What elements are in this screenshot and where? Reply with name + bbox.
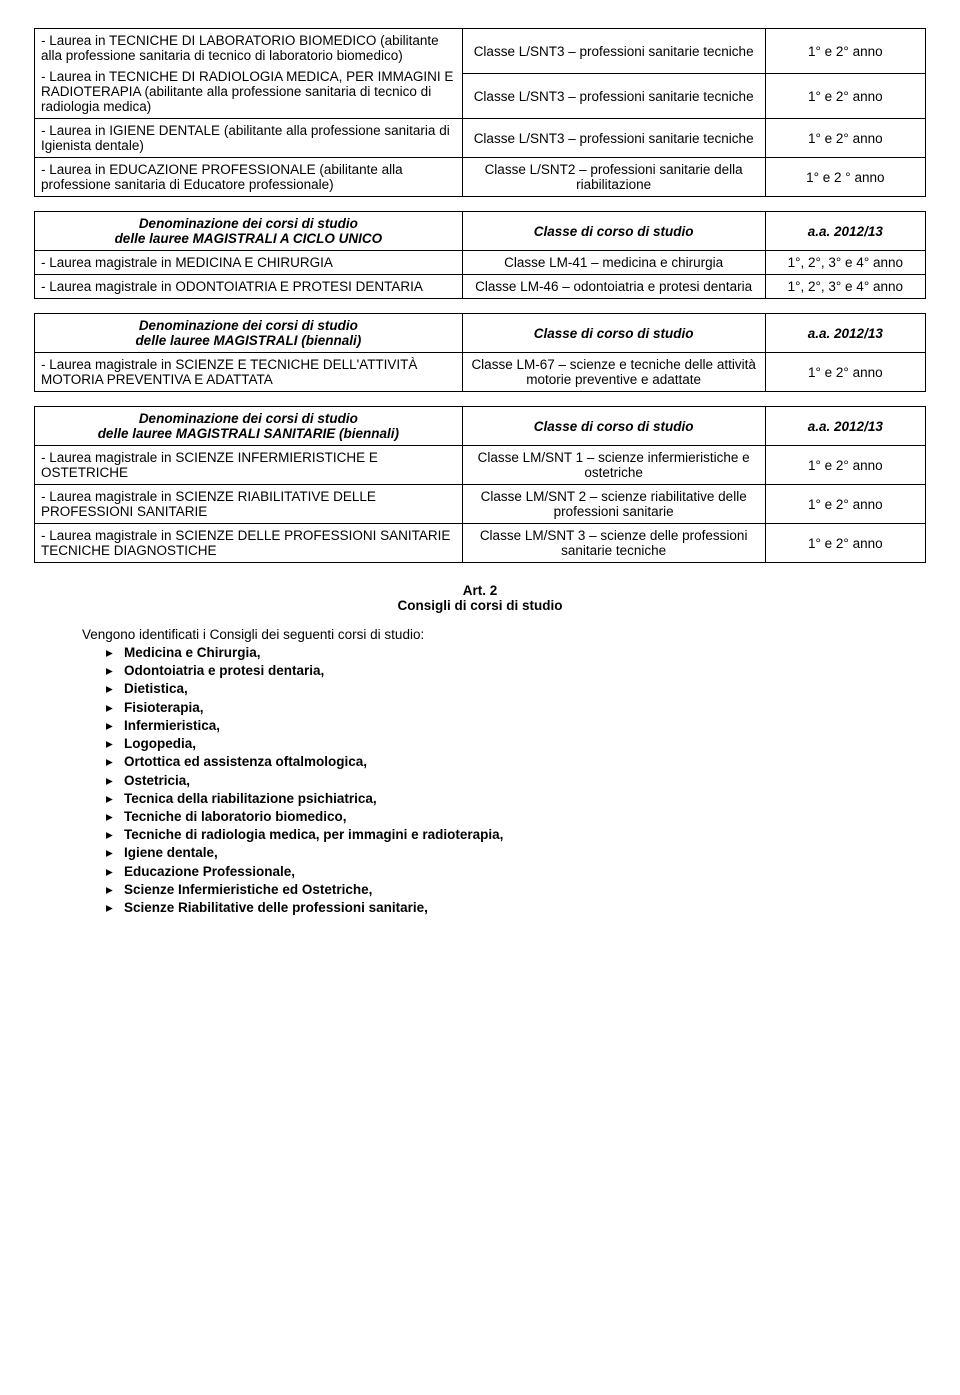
cell-year: 1° e 2° anno <box>765 446 925 485</box>
table-magistrali-ciclo-unico: Denominazione dei corsi di studio delle … <box>34 211 926 299</box>
cell-year: 1° e 2 ° anno <box>765 158 925 197</box>
cell-class: Classe LM-41 – medicina e chirurgia <box>462 251 765 275</box>
table-row: - Laurea magistrale in SCIENZE RIABILITA… <box>35 485 926 524</box>
cell-class: Classe LM/SNT 1 – scienze infermieristic… <box>462 446 765 485</box>
article-title: Consigli di corsi di studio <box>397 598 562 613</box>
list-item: Tecnica della riabilitazione psichiatric… <box>124 790 926 808</box>
cell-class: Classe LM-46 – odontoiatria e protesi de… <box>462 275 765 299</box>
table-header-row: Denominazione dei corsi di studio delle … <box>35 314 926 353</box>
header-classe: Classe di corso di studio <box>462 407 765 446</box>
cell-class: Classe L/SNT3 – professioni sanitarie te… <box>462 74 765 119</box>
list-item: Odontoiatria e protesi dentaria, <box>124 662 926 680</box>
cell-class: Classe L/SNT3 – professioni sanitarie te… <box>462 29 765 74</box>
course-text: - Laurea in TECNICHE DI LABORATORIO BIOM… <box>41 33 456 63</box>
table-row: - Laurea magistrale in SCIENZE E TECNICH… <box>35 353 926 392</box>
list-item: Fisioterapia, <box>124 699 926 717</box>
header-classe: Classe di corso di studio <box>462 314 765 353</box>
cell-course: - Laurea magistrale in ODONTOIATRIA E PR… <box>35 275 463 299</box>
table-row: - Laurea in TECNICHE DI LABORATORIO BIOM… <box>35 29 926 74</box>
list-item: Igiene dentale, <box>124 844 926 862</box>
table-row: - Laurea magistrale in MEDICINA E CHIRUR… <box>35 251 926 275</box>
cell-year: 1°, 2°, 3° e 4° anno <box>765 251 925 275</box>
table-magistrali-biennali: Denominazione dei corsi di studio delle … <box>34 313 926 392</box>
cell-course: - Laurea in EDUCAZIONE PROFESSIONALE (ab… <box>35 158 463 197</box>
article-number: Art. 2 <box>463 583 498 598</box>
cell-class: Classe L/SNT2 – professioni sanitarie de… <box>462 158 765 197</box>
list-item: Medicina e Chirurgia, <box>124 644 926 662</box>
list-item: Scienze Riabilitative delle professioni … <box>124 899 926 917</box>
header-anno: a.a. 2012/13 <box>765 407 925 446</box>
header-classe: Classe di corso di studio <box>462 212 765 251</box>
cell-year: 1° e 2° anno <box>765 485 925 524</box>
cell-year: 1° e 2° anno <box>765 74 925 119</box>
cell-course: - Laurea magistrale in MEDICINA E CHIRUR… <box>35 251 463 275</box>
table-header-row: Denominazione dei corsi di studio delle … <box>35 407 926 446</box>
cell-class: Classe LM/SNT 3 – scienze delle professi… <box>462 524 765 563</box>
cell-course: - Laurea in TECNICHE DI LABORATORIO BIOM… <box>35 29 463 119</box>
list-item: Logopedia, <box>124 735 926 753</box>
list-item: Tecniche di laboratorio biomedico, <box>124 808 926 826</box>
cell-course: - Laurea magistrale in SCIENZE DELLE PRO… <box>35 524 463 563</box>
cell-course: - Laurea magistrale in SCIENZE INFERMIER… <box>35 446 463 485</box>
cell-year: 1°, 2°, 3° e 4° anno <box>765 275 925 299</box>
header-denominazione: Denominazione dei corsi di studio delle … <box>35 314 463 353</box>
list-item: Scienze Infermieristiche ed Ostetriche, <box>124 881 926 899</box>
article-intro: Vengono identificati i Consigli dei segu… <box>82 627 926 642</box>
cell-year: 1° e 2° anno <box>765 29 925 74</box>
course-text: - Laurea in TECNICHE DI RADIOLOGIA MEDIC… <box>41 69 456 114</box>
list-item: Educazione Professionale, <box>124 863 926 881</box>
cell-year: 1° e 2° anno <box>765 524 925 563</box>
cell-course: - Laurea magistrale in SCIENZE E TECNICH… <box>35 353 463 392</box>
table-lauree-sanitarie: - Laurea in TECNICHE DI LABORATORIO BIOM… <box>34 28 926 197</box>
table-row: - Laurea in EDUCAZIONE PROFESSIONALE (ab… <box>35 158 926 197</box>
table-row: - Laurea magistrale in SCIENZE DELLE PRO… <box>35 524 926 563</box>
list-item: Tecniche di radiologia medica, per immag… <box>124 826 926 844</box>
cell-course: - Laurea in IGIENE DENTALE (abilitante a… <box>35 119 463 158</box>
list-item: Ostetricia, <box>124 772 926 790</box>
table-row: - Laurea in IGIENE DENTALE (abilitante a… <box>35 119 926 158</box>
table-header-row: Denominazione dei corsi di studio delle … <box>35 212 926 251</box>
course-list: Medicina e Chirurgia, Odontoiatria e pro… <box>124 644 926 917</box>
header-denominazione: Denominazione dei corsi di studio delle … <box>35 407 463 446</box>
article-heading: Art. 2 Consigli di corsi di studio <box>34 583 926 613</box>
cell-year: 1° e 2° anno <box>765 353 925 392</box>
cell-course: - Laurea magistrale in SCIENZE RIABILITA… <box>35 485 463 524</box>
cell-class: Classe LM/SNT 2 – scienze riabilitative … <box>462 485 765 524</box>
header-anno: a.a. 2012/13 <box>765 212 925 251</box>
header-denominazione: Denominazione dei corsi di studio delle … <box>35 212 463 251</box>
list-item: Infermieristica, <box>124 717 926 735</box>
cell-class: Classe LM-67 – scienze e tecniche delle … <box>462 353 765 392</box>
cell-year: 1° e 2° anno <box>765 119 925 158</box>
cell-class: Classe L/SNT3 – professioni sanitarie te… <box>462 119 765 158</box>
list-item: Dietistica, <box>124 680 926 698</box>
table-row: - Laurea magistrale in ODONTOIATRIA E PR… <box>35 275 926 299</box>
header-anno: a.a. 2012/13 <box>765 314 925 353</box>
table-row: - Laurea magistrale in SCIENZE INFERMIER… <box>35 446 926 485</box>
list-item: Ortottica ed assistenza oftalmologica, <box>124 753 926 771</box>
table-magistrali-sanitarie-biennali: Denominazione dei corsi di studio delle … <box>34 406 926 563</box>
